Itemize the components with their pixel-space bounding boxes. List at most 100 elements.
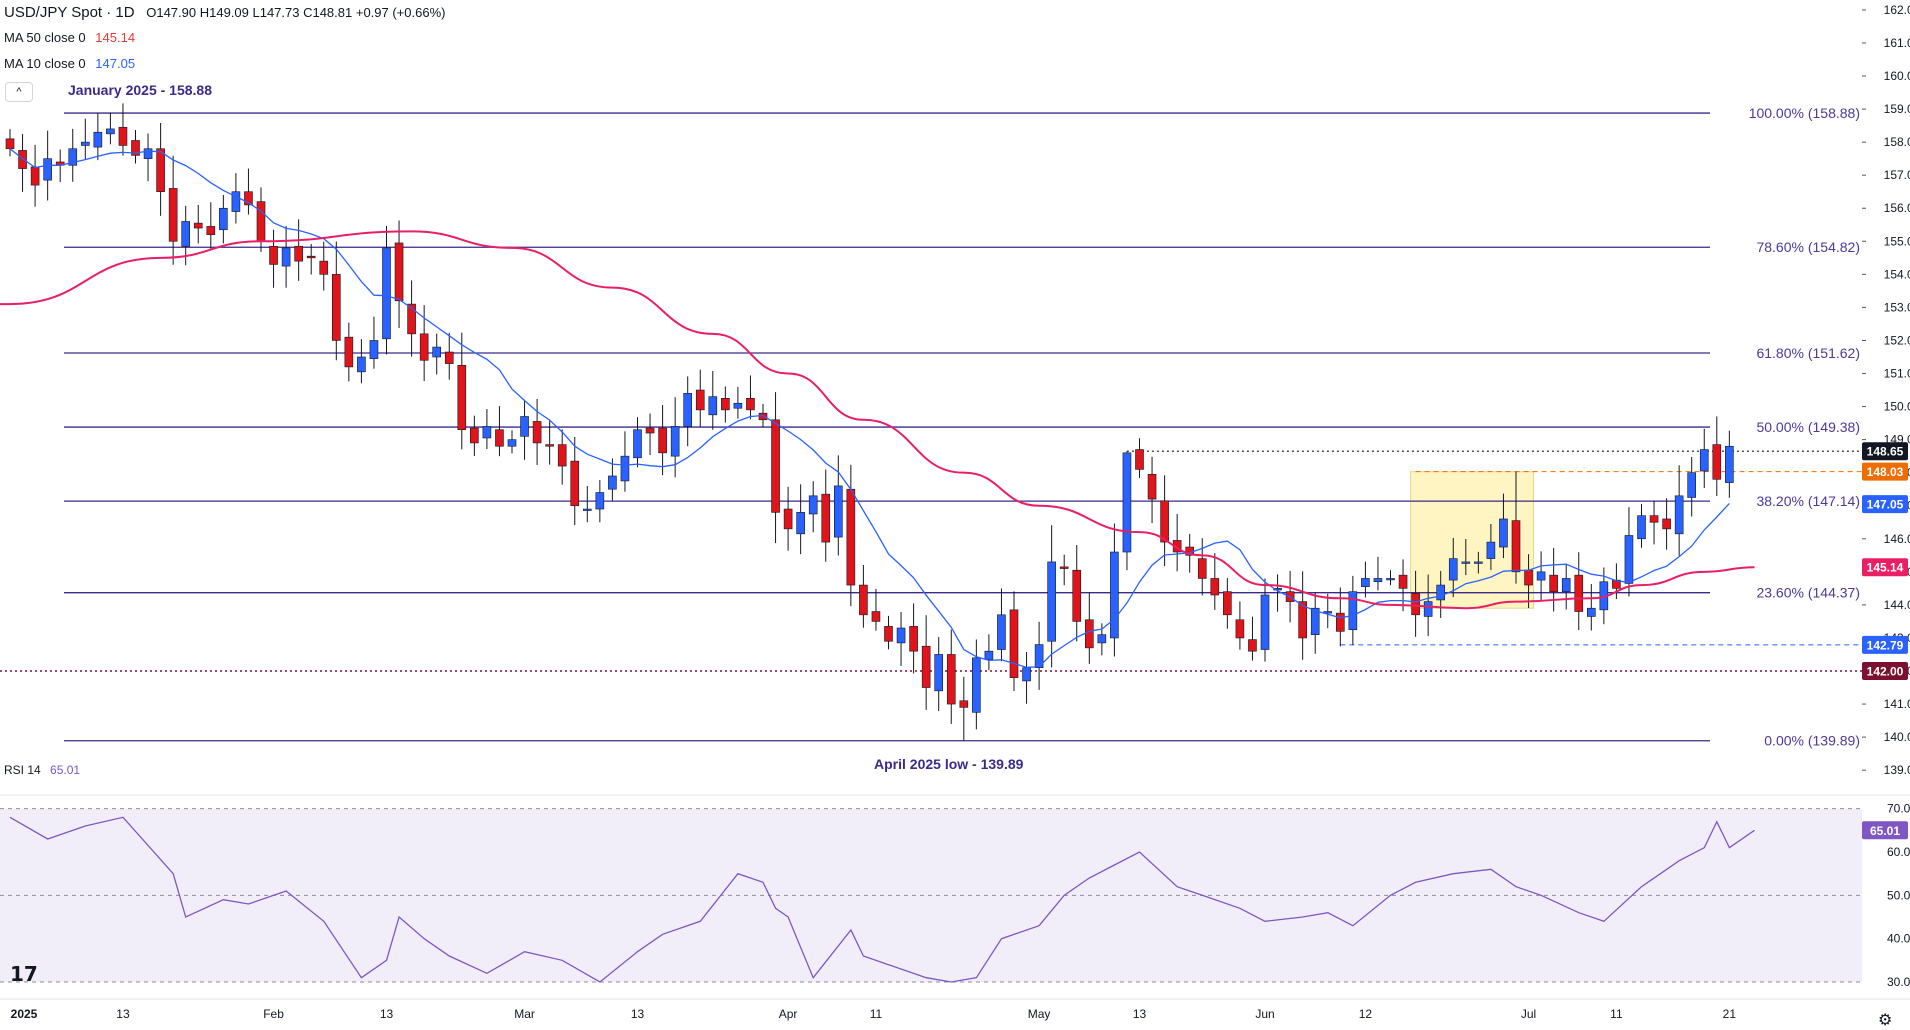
candle-body: [896, 627, 906, 644]
ma50-label: MA 50 close 0: [4, 30, 86, 45]
rsi-tick-label-4: 30.00: [1887, 975, 1910, 989]
candle-38: [482, 409, 492, 450]
rsi-tick-label-1: 60.00: [1887, 845, 1910, 859]
candle-body: [1448, 558, 1458, 581]
candle-body: [758, 412, 768, 421]
price-tick-label-22: 140.00: [1884, 730, 1910, 744]
fib-label-2: 61.80% (151.62): [1756, 345, 1860, 361]
price-badge-bg: [1862, 558, 1908, 577]
candle-body: [959, 700, 969, 708]
candle-body: [1373, 578, 1383, 583]
candle-body: [93, 131, 103, 148]
candle-body: [419, 333, 429, 361]
candle-body: [972, 657, 981, 713]
candle-79: [997, 588, 1006, 662]
price-tick-label-0: 162.00: [1884, 3, 1910, 17]
price-badge-bg: [1862, 662, 1908, 681]
candle-body: [771, 419, 780, 513]
annotation-top: January 2025 - 158.88: [68, 82, 212, 98]
candle-58: [733, 386, 743, 419]
candle-body: [909, 626, 918, 652]
candle-99: [1248, 616, 1257, 661]
candle-body: [1662, 518, 1671, 530]
candle-100: [1260, 578, 1270, 662]
candle-51: [645, 413, 655, 455]
candle-98: [1235, 601, 1245, 650]
candle-23: [294, 219, 303, 281]
gear-icon[interactable]: ⚙: [1878, 1012, 1893, 1029]
candle-2: [30, 144, 40, 207]
candle-body: [620, 455, 630, 482]
candle-21: [269, 229, 278, 288]
candle-92: [1160, 475, 1169, 567]
price-tick-label-16: 146.00: [1884, 532, 1910, 546]
candle-43: [545, 419, 554, 465]
candle-body: [683, 393, 693, 427]
rsi-line: [9, 816, 1755, 983]
candle-26: [331, 241, 341, 361]
candle-body: [1072, 569, 1082, 622]
candle-body: [833, 485, 843, 538]
candle-105: [1323, 593, 1333, 629]
candle-85: [1072, 545, 1082, 642]
candle-12: [156, 123, 165, 216]
ma10-legend: MA 10 close 0 147.05: [4, 56, 135, 71]
chevron-up-icon[interactable]: ^: [5, 82, 33, 102]
candle-body: [1147, 474, 1157, 500]
candle-body: [871, 611, 881, 622]
candle-91: [1147, 456, 1157, 524]
time-tick-label-14: 21: [1723, 1007, 1737, 1021]
candle-41: [520, 399, 529, 460]
candle-101: [1273, 574, 1282, 612]
candle-body: [1273, 588, 1282, 591]
candle-body: [1398, 574, 1408, 589]
candle-80: [1009, 591, 1019, 692]
candle-81: [1022, 651, 1031, 704]
candle-body: [457, 364, 467, 431]
axes: 162.00 161.00 160.00 159.00 158.00 157.00 156.…: [0, 3, 1910, 1021]
candle-61: [771, 392, 780, 544]
candle-body: [695, 389, 705, 411]
candle-129: [1624, 507, 1634, 597]
candle-body: [1474, 561, 1483, 564]
candle-body: [545, 444, 554, 447]
candle-44: [557, 429, 567, 485]
candle-110: [1386, 570, 1395, 586]
price-tick-label-7: 155.00: [1884, 234, 1910, 248]
price-tick-label-9: 153.00: [1884, 300, 1910, 314]
time-tick-label-9: 13: [1133, 1007, 1147, 1021]
candle-body: [1499, 518, 1508, 548]
time-tick-label-2: Feb: [263, 1007, 284, 1021]
candle-body: [670, 426, 680, 457]
candle-56: [708, 370, 718, 430]
candle-body: [532, 421, 542, 444]
candle-body: [1160, 500, 1169, 543]
rsi-value: 65.01: [50, 763, 81, 777]
candle-body: [1310, 607, 1320, 635]
candle-93: [1172, 513, 1182, 572]
candle-body: [1034, 644, 1044, 668]
candle-130: [1637, 503, 1646, 548]
candle-body: [1587, 607, 1596, 617]
price-tick-label-8: 154.00: [1884, 267, 1910, 281]
candle-131: [1649, 500, 1659, 545]
candle-body: [1248, 639, 1257, 652]
rsi-tick-label-0: 70.00: [1887, 802, 1910, 816]
candle-body: [1110, 551, 1119, 639]
candle-body: [859, 584, 868, 616]
candle-15: [193, 204, 203, 244]
rsi-badge-text: 65.01: [1870, 824, 1900, 838]
candles: [5, 103, 1734, 741]
time-tick-label-8: May: [1028, 1007, 1051, 1021]
candle-body: [143, 148, 153, 159]
price-tick-label-10: 152.00: [1884, 333, 1910, 347]
tradingview-logo[interactable]: 17: [10, 962, 38, 986]
rsi-badge-bg: [1862, 821, 1908, 840]
ohlc-readout: O147.90 H149.09 L147.73 C148.81 +0.97 (+…: [146, 5, 446, 20]
candle-body: [131, 140, 140, 156]
candle-body: [608, 475, 617, 490]
price-tick-label-6: 156.00: [1884, 201, 1910, 215]
candle-body: [382, 247, 391, 340]
rsi-badge: 65.01: [1862, 821, 1908, 840]
